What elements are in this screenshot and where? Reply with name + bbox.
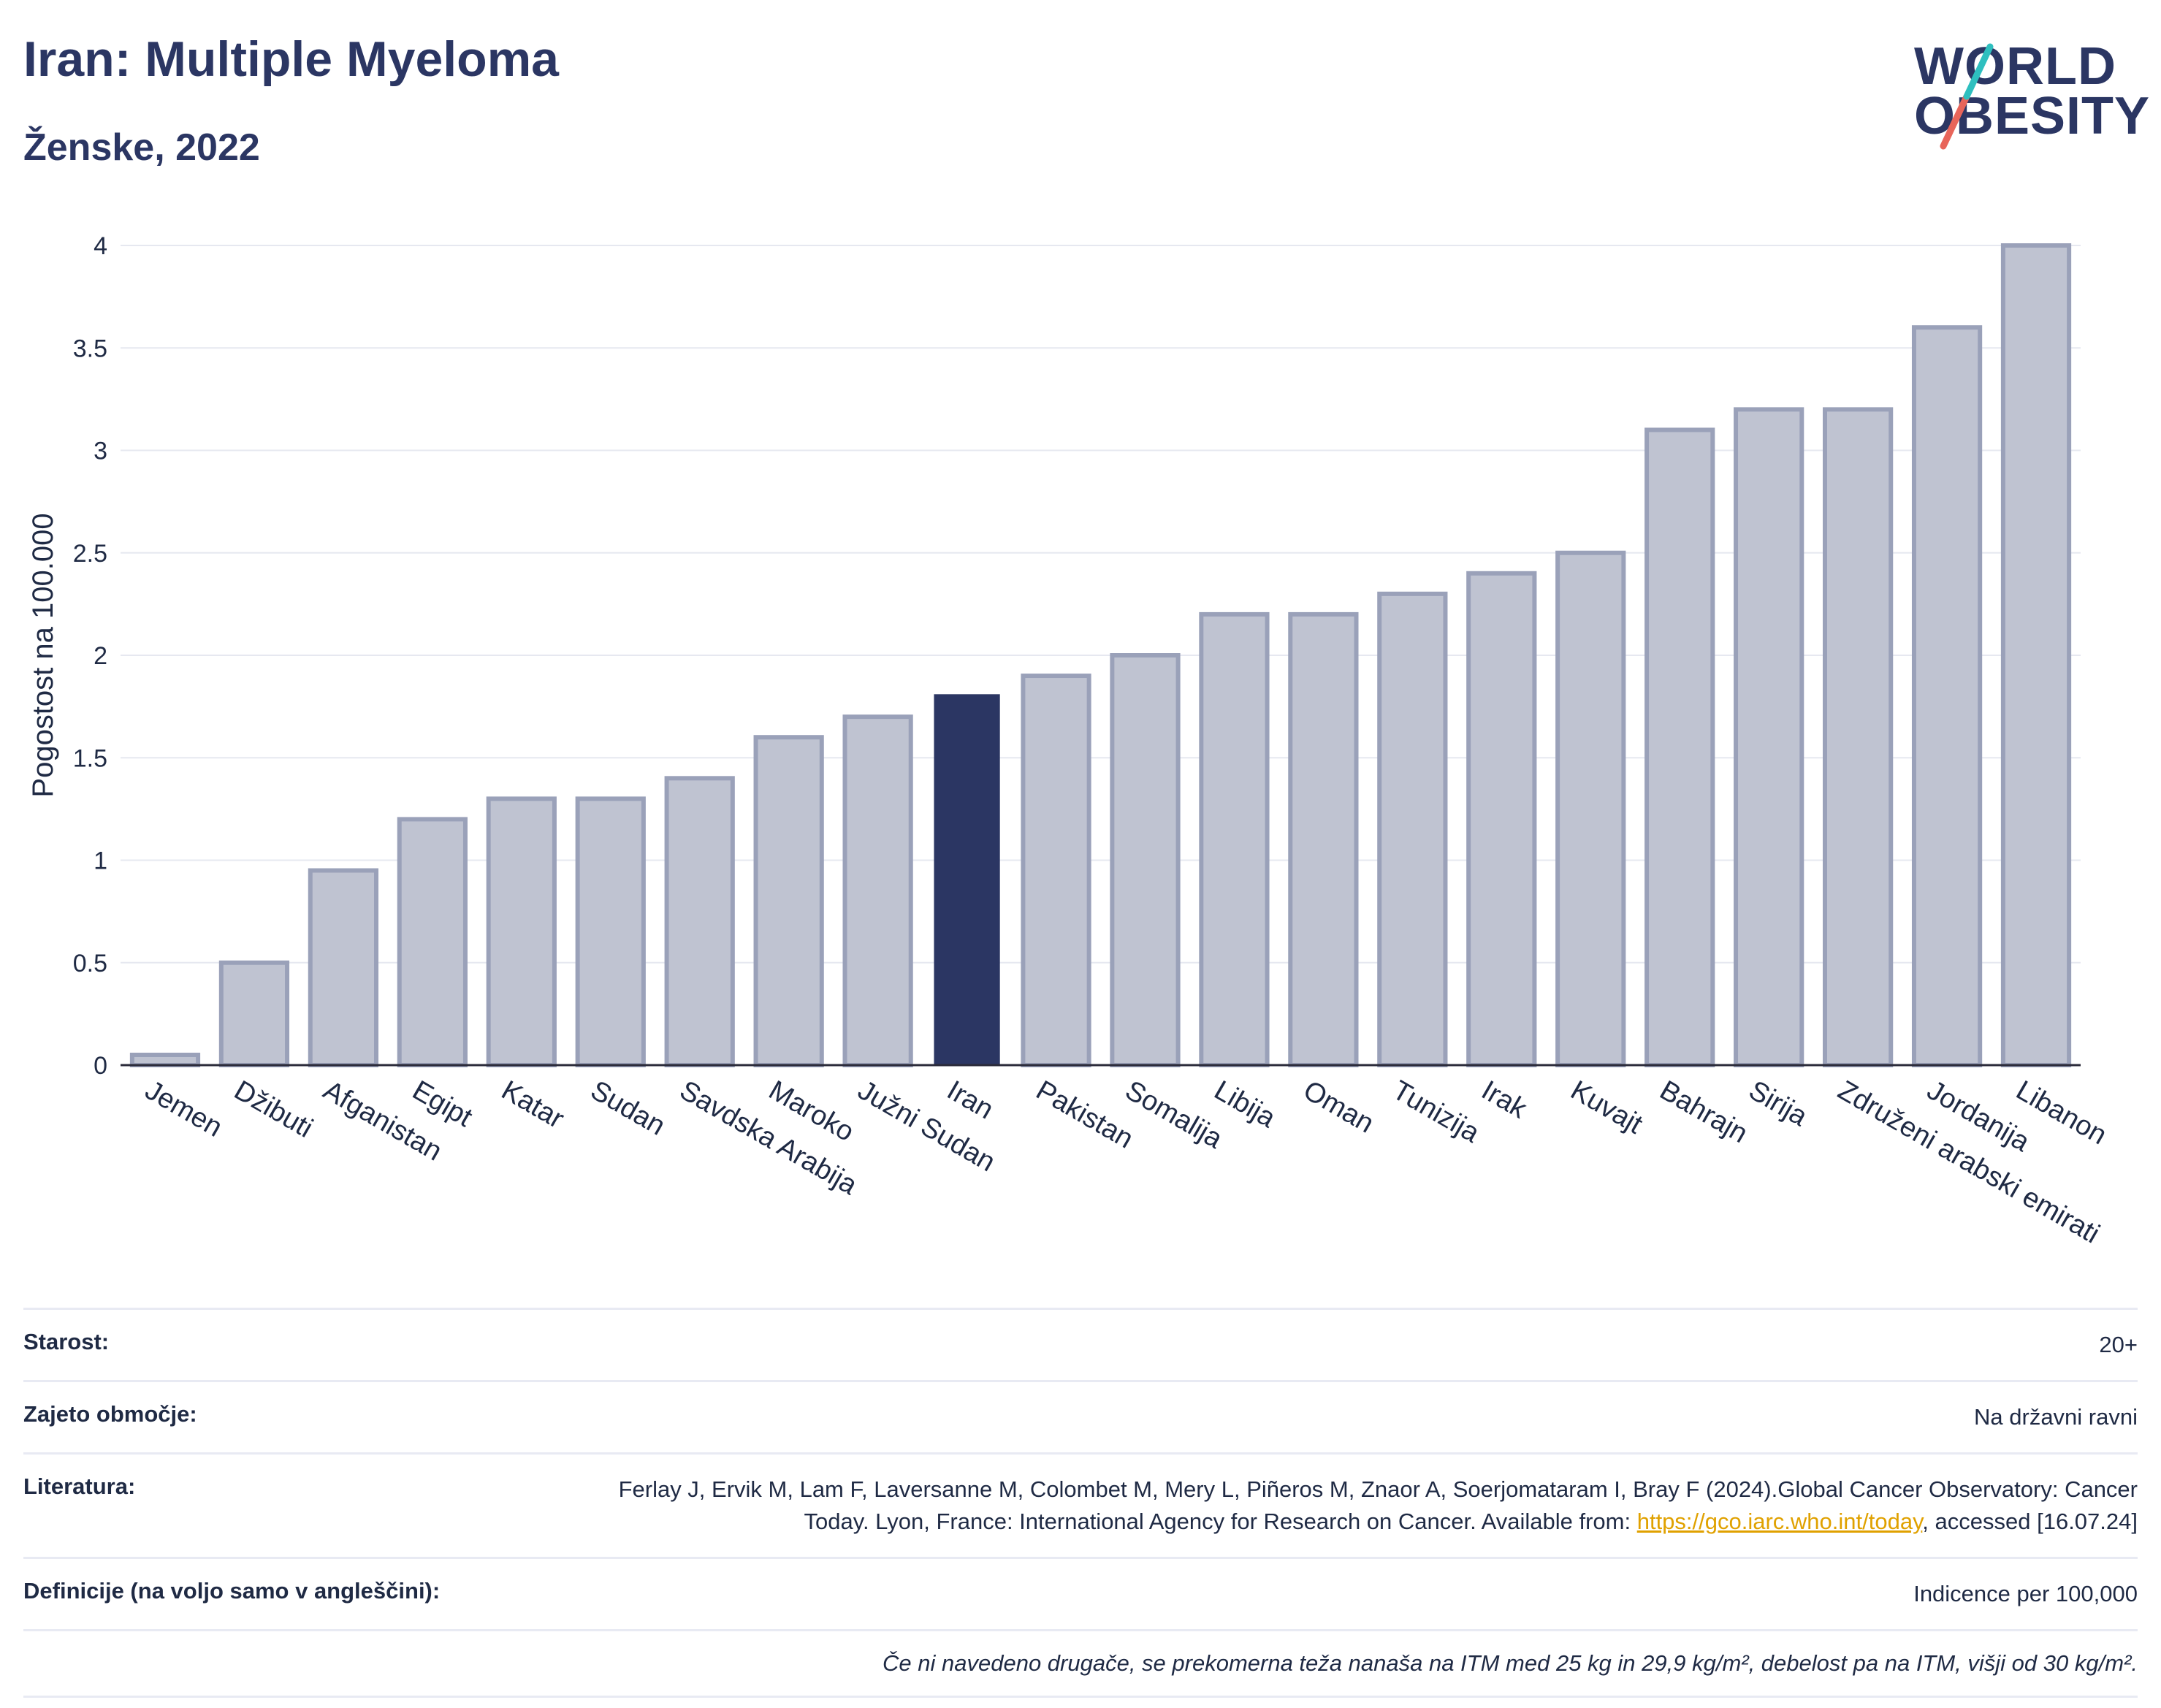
bar-maroko (753, 735, 824, 1067)
x-tick-label: Sudan (585, 1075, 670, 1141)
y-tick-label: 1 (94, 847, 107, 875)
page-subtitle: Ženske, 2022 (23, 126, 260, 169)
literature-accessed: , accessed [16.07.24] (1922, 1509, 2138, 1535)
x-tick-label: Tunizija (1387, 1075, 1485, 1149)
x-tick-label: Katar (496, 1075, 569, 1135)
meta-label-definitions: Definicije (na voljo samo v angleščini): (23, 1578, 441, 1604)
bar-kuvajt (1555, 550, 1626, 1067)
page-title: Iran: Multiple Myeloma (23, 31, 559, 87)
y-tick-label: 0 (94, 1052, 107, 1080)
y-tick-label: 3.5 (73, 335, 107, 362)
x-tick-label: Sirija (1744, 1075, 1813, 1132)
bar-tunizija (1377, 591, 1448, 1067)
bar-sirija (1734, 407, 1804, 1067)
y-axis-ticks: 0 0.5 1 1.5 2 2.5 3 3.5 4 (73, 232, 107, 1080)
bar-egipt (397, 817, 468, 1068)
world-obesity-logo: WORLD OBESITY (1899, 29, 2151, 161)
x-tick-label: Bahrajn (1655, 1075, 1753, 1149)
y-tick-label: 0.5 (73, 950, 107, 977)
x-tick-label: Kuvajt (1566, 1075, 1648, 1140)
bar-južni-sudan (842, 714, 913, 1068)
meta-value-age: 20+ (2099, 1332, 2138, 1357)
bar-oman (1288, 611, 1359, 1067)
bar-džibuti (218, 960, 290, 1067)
bar-sudan (575, 796, 646, 1067)
bar-afganistan (308, 868, 379, 1068)
literature-link[interactable]: https://gco.iarc.who.int/today (1636, 1509, 1923, 1535)
metadata-table: Starost: 20+ Zajeto območje: Na državni … (23, 1308, 2138, 1699)
x-tick-label: Oman (1298, 1075, 1379, 1139)
logo-line-1: WORLD (1914, 37, 2116, 96)
bar-katar (486, 796, 557, 1067)
logo-line-2: OBESITY (1914, 87, 2151, 145)
bar-somalija (1110, 653, 1181, 1067)
literature-text: Ferlay J, Ervik M, Lam F, Laversanne M, … (618, 1476, 2138, 1535)
chart-bars (129, 243, 2072, 1068)
y-tick-label: 4 (94, 232, 107, 260)
y-tick-label: 3 (94, 438, 107, 465)
meta-label-literature: Literatura: (23, 1473, 136, 1500)
bar-libanon (2000, 243, 2072, 1067)
bar-jemen (129, 1052, 201, 1067)
y-tick-label: 2.5 (73, 540, 107, 568)
bar-irak (1466, 571, 1537, 1067)
bar-libija (1199, 611, 1270, 1067)
x-tick-label: Jemen (140, 1075, 227, 1143)
meta-row-literature: Literatura: Ferlay J, Ervik M, Lam F, La… (23, 1452, 2138, 1557)
meta-row-coverage: Zajeto območje: Na državni ravni (23, 1380, 2138, 1452)
x-tick-label: Iran (942, 1075, 999, 1125)
meta-label-age: Starost: (23, 1329, 110, 1354)
x-tick-label: Irak (1476, 1075, 1533, 1125)
bar-chart: 00.511.522.533.54 Jemen Džibuti Afganistan… (27, 232, 2112, 1250)
x-tick-label: Somalija (1120, 1075, 1228, 1155)
bar-pakistan (1021, 674, 1091, 1067)
bar-jordanija (1911, 325, 1983, 1067)
bar-savdska-arabija (664, 776, 735, 1067)
meta-row-definitions: Definicije (na voljo samo v angleščini):… (23, 1557, 2138, 1629)
meta-note: Če ni navedeno drugače, se prekomerna te… (883, 1650, 2138, 1677)
bar-združeni-arabski-emirati (1822, 407, 1894, 1067)
y-tick-label: 1.5 (73, 744, 107, 772)
meta-row-age: Starost: 20+ (23, 1308, 2138, 1380)
bar-bahrajn (1644, 427, 1715, 1067)
meta-value-coverage: Na državni ravni (1974, 1404, 2138, 1430)
y-tick-label: 2 (94, 642, 107, 670)
meta-value-definitions: Indicence per 100,000 (1913, 1581, 2138, 1607)
meta-row-note: Če ni navedeno drugače, se prekomerna te… (23, 1629, 2138, 1699)
x-tick-label: Džibuti (229, 1075, 318, 1143)
x-tick-label: Pakistan (1031, 1075, 1138, 1154)
y-axis-label: Pogostost na 100.000 (27, 513, 59, 797)
meta-label-coverage: Zajeto območje: (23, 1401, 197, 1427)
logo-slash-icon (1940, 43, 1994, 150)
bar-iran (934, 694, 1000, 1065)
meta-value-literature: Ferlay J, Ervik M, Lam F, Laversanne M, … (567, 1473, 2138, 1538)
